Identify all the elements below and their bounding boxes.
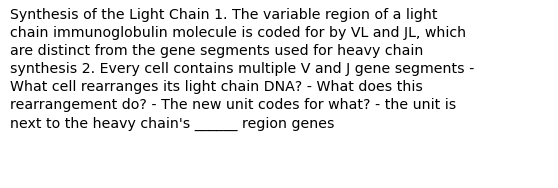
- Text: Synthesis of the Light Chain 1. The variable region of a light
chain immunoglobu: Synthesis of the Light Chain 1. The vari…: [10, 8, 474, 131]
